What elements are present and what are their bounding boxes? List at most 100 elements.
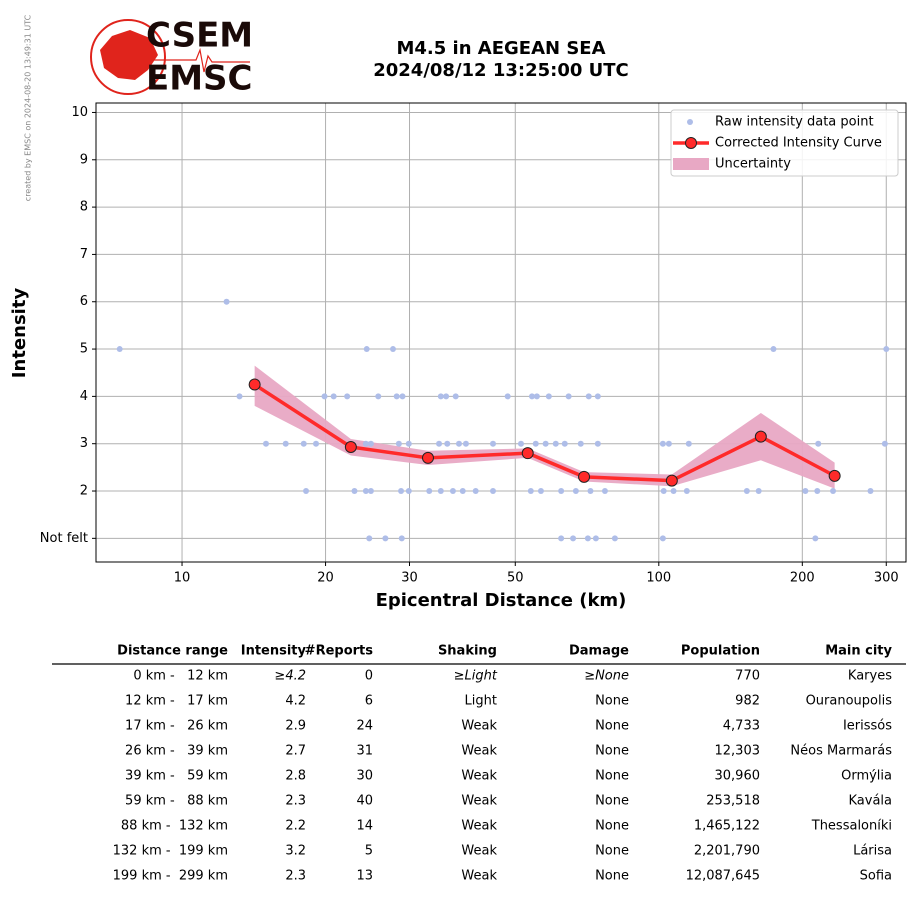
data-point [743,488,750,495]
data-point [537,488,544,495]
data-point [399,393,406,400]
table-header: Main city [825,644,892,659]
y-tick-label: 5 [80,342,88,357]
uncertainty-band [254,365,835,489]
data-point [452,393,459,400]
table-cell: None [595,769,629,784]
data-point [344,393,351,400]
data-point [585,393,592,400]
table-cell: 17 km - 26 km [125,719,228,734]
legend-label: Raw intensity data point [715,115,874,130]
table-cell: 59 km - 88 km [125,794,228,809]
table-cell: Ouranoupolis [806,694,893,709]
data-point [545,393,552,400]
x-tick-label: 200 [790,571,815,586]
y-tick-label: 10 [71,105,88,120]
logo: CSEM EMSC [90,16,253,99]
data-point [659,440,666,447]
watermark: created by EMSC on 2024-08-20 13:49:31 U… [24,14,33,201]
table-cell: None [595,694,629,709]
table-cell: 132 km - 199 km [113,844,228,859]
table-cell: Sofia [860,869,892,884]
table-cell: 4,733 [723,719,760,734]
data-point [321,393,328,400]
table-cell: None [595,744,629,759]
data-point [398,535,405,542]
data-point [594,393,601,400]
data-point [462,440,469,447]
curve-line [253,383,836,483]
x-axis-label: Epicentral Distance (km) [376,590,627,611]
legend-marker [673,158,709,170]
data-point [685,440,692,447]
table-cell: 3.2 [285,844,306,859]
table-cell: Weak [461,719,497,734]
curve-point [828,469,841,482]
chart-title: 2024/08/12 13:25:00 UTC [373,60,629,81]
y-tick-label: 4 [80,389,88,404]
data-point [587,488,594,495]
table-cell: 2.8 [285,769,306,784]
table-cell: None [595,844,629,859]
data-point [542,440,549,447]
data-point [517,440,524,447]
y-tick-label: Not felt [40,531,88,546]
y-tick-label: 8 [80,200,88,215]
data-point [389,346,396,353]
y-tick-label: 3 [80,436,88,451]
plot: Not felt 2 3 4 5 6 7 8 9 10 10 20 30 50 100 200 300 Raw i… [40,102,907,586]
data-point [592,535,599,542]
table-cell: 5 [365,844,373,859]
data-point [236,393,243,400]
table-cell: None [595,819,629,834]
data-point [659,535,666,542]
table-cell: 0 [365,669,373,684]
table-cell: 2.2 [285,819,306,834]
table-cell: Kavála [848,794,892,809]
table-cell: 4.2 [285,694,306,709]
data-point [375,393,382,400]
table-cell: ≥4.2 [274,669,306,684]
data-point [533,393,540,400]
data-point [455,440,462,447]
data-point [755,488,762,495]
table-cell: Weak [461,744,497,759]
data-point [683,488,690,495]
table-cell: 31 [356,744,373,759]
table-cell: 14 [356,819,373,834]
table-cell: 30,960 [715,769,761,784]
table-cell: 2,201,790 [694,844,760,859]
data-point [770,346,777,353]
data-point [601,488,608,495]
table-cell: Lárisa [853,844,892,859]
data-point [382,535,389,542]
table-cell: 982 [735,694,760,709]
table: Distance range Intensity#Reports Shaking Da… [52,644,906,884]
curve-point [521,447,534,460]
data-point [437,393,444,400]
data-point [660,488,667,495]
y-tick-label: 2 [80,484,88,499]
table-cell: Ierissós [843,719,892,734]
table-header: Population [681,644,760,659]
table-cell: Ormýlia [841,769,892,784]
data-point [867,488,874,495]
data-point [528,393,535,400]
legend-marker [685,137,697,149]
table-cell: 88 km - 132 km [121,819,228,834]
data-point [313,440,320,447]
plot-frame [95,102,907,563]
table-cell: None [595,794,629,809]
table-cell: ≥Light [454,669,498,684]
data-point [670,488,677,495]
y-tick-label: 6 [80,294,88,309]
table-cell: None [595,719,629,734]
legend-marker [687,119,693,125]
table-cell: 13 [356,869,373,884]
table-cell: Weak [461,819,497,834]
y-tick-label: 9 [80,152,88,167]
data-point [443,393,450,400]
data-point [459,488,466,495]
table-header: Intensity [241,644,307,659]
logo-wave [150,47,250,73]
